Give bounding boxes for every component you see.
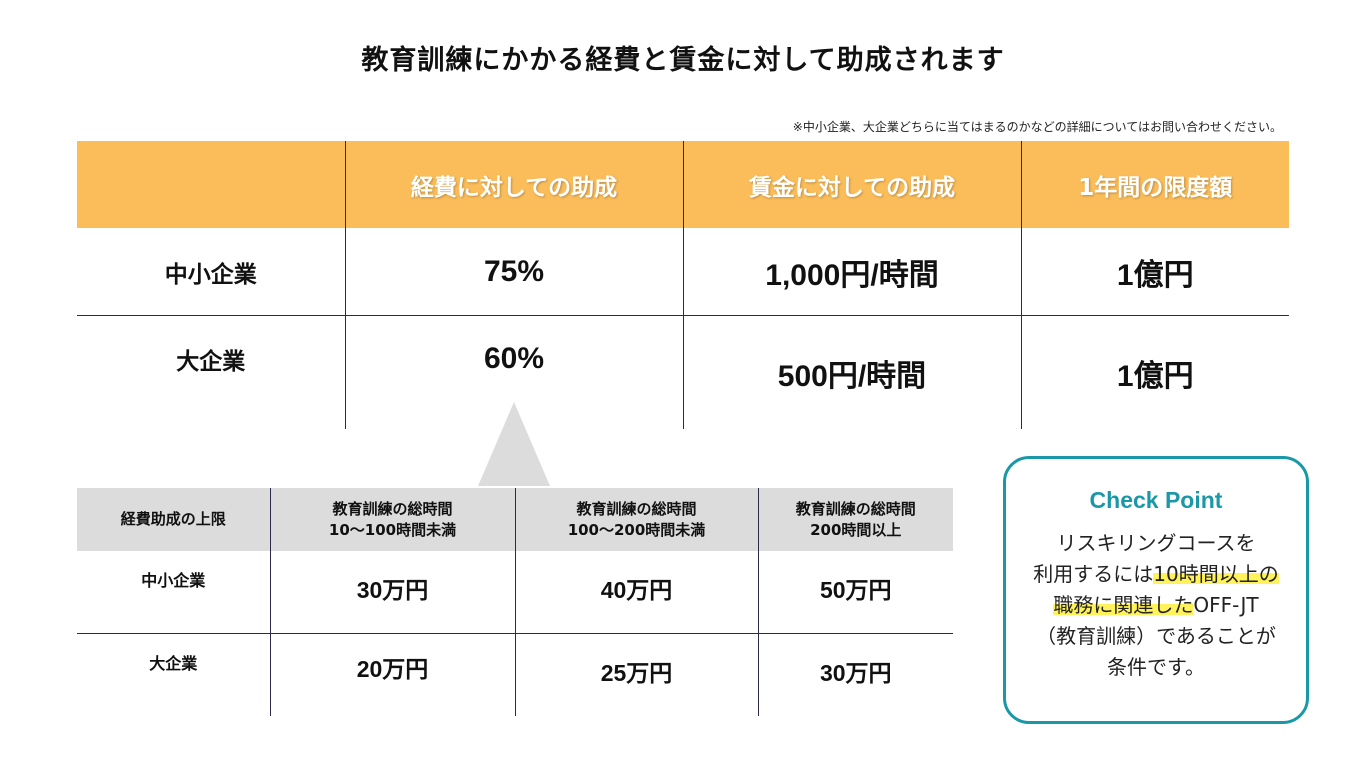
cap-large-200-plus: 30万円 <box>757 633 953 716</box>
table-row: 大企業 60% 500円/時間 1億円 <box>77 315 1289 429</box>
sub-header-line1: 教育訓練の総時間 <box>576 499 697 518</box>
header-expense: 経費に対しての助成 <box>344 141 683 228</box>
footnote: ※中小企業、大企業どちらに当てはまるのかなどの詳細についてはお問い合わせください… <box>792 120 1282 134</box>
sub-header-line1: 教育訓練の総時間 <box>332 499 453 518</box>
sub-header-line2: 100〜200時間未満 <box>567 520 706 539</box>
sub-row-label-large: 大企業 <box>149 654 198 673</box>
check-point-body: リスキリングコースを 利用するには10時間以上の 職務に関連したOFF-JT （… <box>1006 528 1306 683</box>
sub-header-label: 経費助成の上限 <box>77 488 270 551</box>
annual-limit-large: 1億円 <box>1020 315 1289 429</box>
sub-row-label-sme: 中小企業 <box>77 551 270 634</box>
sub-header-line1: 教育訓練の総時間 <box>795 499 916 518</box>
check-point-highlight: 10時間以上の <box>1153 562 1279 586</box>
table-row: 中小企業 75% 1,000円/時間 1億円 <box>77 228 1289 316</box>
wage-rate-sme: 1,000円/時間 <box>682 228 1021 316</box>
page-title: 教育訓練にかかる経費と賃金に対して助成されます <box>361 45 1005 76</box>
expense-rate-sme: 75% <box>344 228 683 316</box>
table-row: 大企業 20万円 25万円 30万円 <box>77 633 953 716</box>
sub-table-header-row: 経費助成の上限 教育訓練の総時間 10〜100時間未満 教育訓練の総時間 100… <box>77 488 953 551</box>
header-wage: 賃金に対しての助成 <box>682 141 1021 228</box>
cap-large-100-200: 25万円 <box>514 633 758 716</box>
cap-large-10-100: 20万円 <box>269 633 515 716</box>
check-point-text: OFF-JT <box>1193 593 1259 617</box>
check-point-line: （教育訓練）であることが <box>1036 624 1276 648</box>
check-point-text: 利用するには <box>1033 562 1154 586</box>
subsidy-rate-table: 経費に対しての助成 賃金に対しての助成 1年間の限度額 中小企業 75% 1,0… <box>77 141 1289 429</box>
row-label-large: 大企業 <box>176 349 246 375</box>
pointer-triangle <box>478 402 550 486</box>
check-point-line: 利用するには10時間以上の <box>1006 559 1306 590</box>
expense-cap-table: 経費助成の上限 教育訓練の総時間 10〜100時間未満 教育訓練の総時間 100… <box>77 488 953 716</box>
table-header-row: 経費に対しての助成 賃金に対しての助成 1年間の限度額 <box>77 141 1289 228</box>
cap-sme-200-plus: 50万円 <box>757 551 953 634</box>
header-annual-limit: 1年間の限度額 <box>1020 141 1289 228</box>
sub-header-line2: 200時間以上 <box>810 520 902 539</box>
wage-rate-large: 500円/時間 <box>682 315 1021 429</box>
sub-header-200-plus: 教育訓練の総時間 200時間以上 <box>757 488 953 551</box>
table-row: 中小企業 30万円 40万円 50万円 <box>77 551 953 634</box>
check-point-box: Check Point リスキリングコースを 利用するには10時間以上の 職務に… <box>1003 456 1309 724</box>
check-point-line: 職務に関連したOFF-JT <box>1006 590 1306 621</box>
annual-limit-sme: 1億円 <box>1020 228 1289 316</box>
row-label-sme: 中小企業 <box>77 228 345 316</box>
check-point-title: Check Point <box>1089 487 1223 513</box>
sub-header-line2: 10〜100時間未満 <box>328 520 457 539</box>
cap-sme-10-100: 30万円 <box>269 551 515 634</box>
sub-header-10-100: 教育訓練の総時間 10〜100時間未満 <box>269 488 515 551</box>
check-point-line: リスキリングコースを <box>1056 531 1256 555</box>
sub-header-100-200: 教育訓練の総時間 100〜200時間未満 <box>514 488 758 551</box>
check-point-highlight: 職務に関連した <box>1053 593 1194 617</box>
check-point-line: 条件です。 <box>1107 655 1205 679</box>
header-empty <box>77 141 345 228</box>
cap-sme-100-200: 40万円 <box>514 551 758 634</box>
